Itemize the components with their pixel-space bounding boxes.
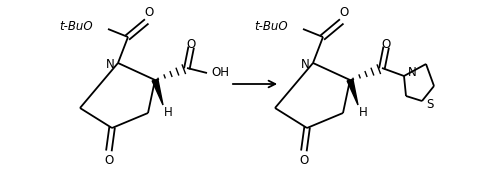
Text: N: N [300, 58, 310, 71]
Polygon shape [152, 79, 163, 105]
Polygon shape [347, 79, 358, 105]
Text: N: N [106, 58, 114, 71]
Text: S: S [426, 99, 434, 112]
Text: O: O [104, 153, 114, 166]
Text: OH: OH [211, 66, 229, 79]
Text: t-BuO: t-BuO [59, 20, 93, 33]
Text: O: O [340, 6, 348, 19]
Text: H: H [358, 106, 368, 119]
Text: O: O [186, 39, 196, 52]
Text: H: H [164, 106, 172, 119]
Text: t-BuO: t-BuO [254, 20, 288, 33]
Text: O: O [300, 153, 308, 166]
Text: O: O [144, 6, 154, 19]
Text: N: N [408, 66, 416, 79]
Text: O: O [382, 39, 390, 52]
